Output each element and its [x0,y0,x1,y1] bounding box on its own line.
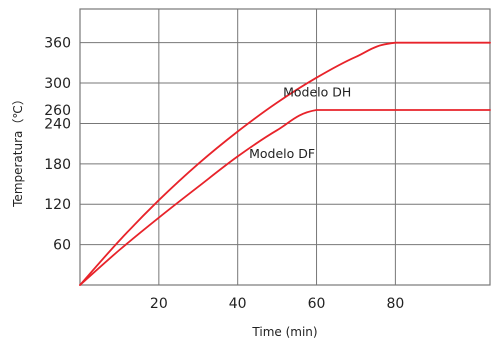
series-line-modelo-dh [79,41,491,286]
x-tick-label-60: 60 [308,296,326,312]
x-tick-label-80: 80 [386,296,404,312]
series-line-modelo-df [79,109,491,286]
series-label-modelo-dh: Modelo DH [283,85,351,100]
y-tick-label-360: 360 [44,36,71,52]
y-tick-label-240: 240 [44,116,71,132]
series-lines [79,41,491,286]
x-tick-label-40: 40 [229,296,247,312]
y-tick-label-120: 120 [44,197,71,213]
series-labels: Modelo DH Modelo DF [249,85,351,162]
y-tick-label-260: 260 [44,103,71,119]
x-axis-title: Time (min) [251,325,317,339]
y-tick-label-180: 180 [44,157,71,173]
y-tick-label-300: 300 [44,76,71,92]
series-label-modelo-df: Modelo DF [249,146,315,161]
x-tick-label-20: 20 [150,296,168,312]
plot-frame [79,8,491,286]
y-axis-title: Temperatura（℃） [11,93,25,208]
y-tick-label-60: 60 [53,238,71,254]
